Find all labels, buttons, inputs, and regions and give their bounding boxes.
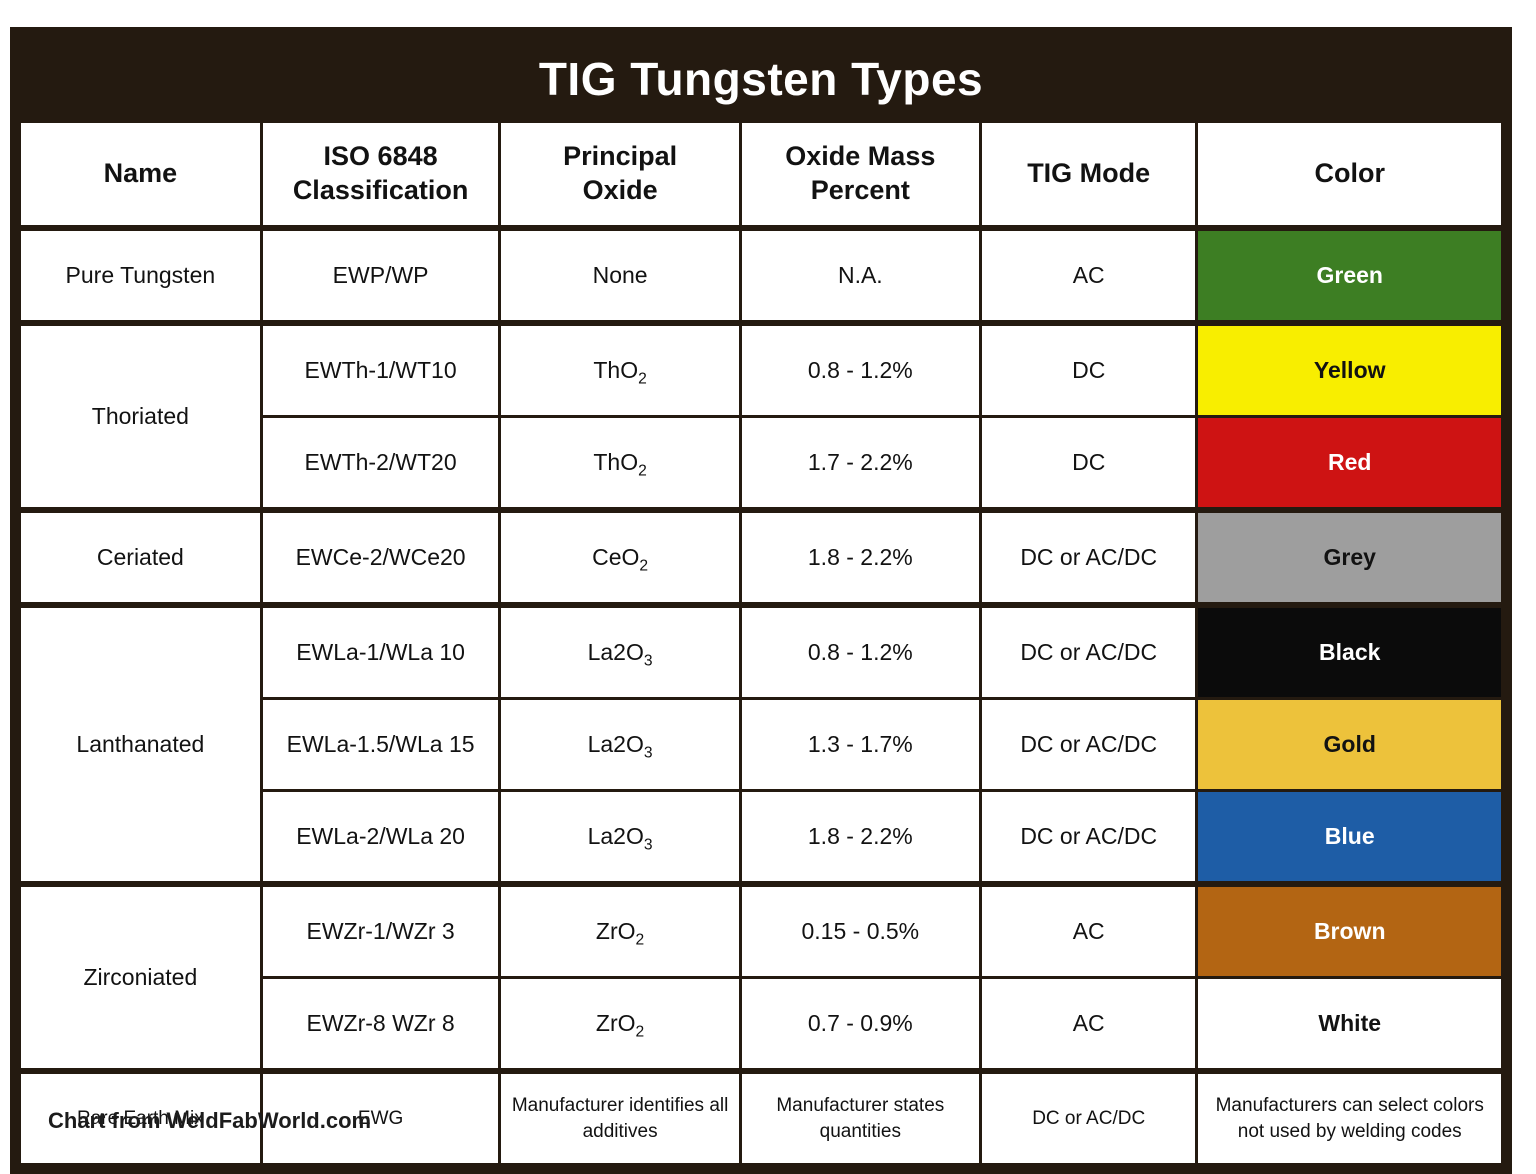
iso-classification-cell: EWTh-2/WT20: [259, 415, 502, 512]
column-header: Principal Oxide: [498, 123, 742, 231]
table-body: Pure Tungsten EWP/WP None N.A. AC Green Thoria…: [18, 225, 1504, 1166]
oxide-subscript: 2: [639, 557, 649, 575]
name-cell: Zirconiated: [18, 881, 263, 1073]
table-row: Lanthanated EWLa-1/WLa 10 La2O3 0.8 - 1.2% D…: [18, 602, 1504, 886]
principal-oxide-cell: CeO2: [498, 507, 742, 607]
principal-oxide-cell: ZrO2: [498, 881, 742, 979]
oxide-subscript: 3: [643, 836, 653, 854]
tig-mode-cell: AC: [978, 881, 1199, 979]
name-cell: Ceriated: [18, 507, 263, 607]
oxide-mass-percent-cell: 0.7 - 0.9%: [738, 976, 982, 1073]
tig-mode-cell: DC or AC/DC: [978, 697, 1199, 792]
iso-classification-cell: EWTh-1/WT10: [259, 320, 502, 418]
tig-mode-cell: DC or AC/DC: [978, 1068, 1199, 1166]
oxide-mass-percent-cell: 1.8 - 2.2%: [738, 789, 982, 886]
iso-classification-cell: EWLa-1.5/WLa 15: [259, 697, 502, 792]
tungsten-types-grid: Name ISO 6848 Classification Principal Oxi…: [18, 123, 1504, 1166]
oxide-subscript: 2: [635, 931, 645, 949]
tig-mode-cell: AC: [978, 225, 1199, 325]
principal-oxide-cell: Manufacturer identifies all additives: [498, 1068, 742, 1166]
color-swatch-cell: Gold: [1195, 697, 1504, 792]
oxide-mass-percent-cell: 0.8 - 1.2%: [738, 320, 982, 418]
oxide-mass-percent-cell: 1.7 - 2.2%: [738, 415, 982, 512]
principal-oxide-cell: La2O3: [498, 789, 742, 886]
table-row: EWLa-1.5/WLa 15 La2O3 1.3 - 1.7% DC or AC/D…: [20, 697, 1504, 792]
tig-mode-cell: DC: [978, 415, 1199, 512]
principal-oxide-cell: La2O3: [498, 602, 742, 700]
oxide-mass-percent-cell: Manufacturer states quantities: [738, 1068, 982, 1166]
tig-mode-cell: AC: [978, 976, 1199, 1073]
principal-oxide-cell: None: [498, 225, 742, 325]
column-header: Oxide Mass Percent: [738, 123, 982, 231]
table-row: EWLa-2/WLa 20 La2O3 1.8 - 2.2% DC or AC/DC B…: [20, 789, 1504, 886]
color-swatch-cell: Black: [1195, 602, 1504, 700]
table-row: Pure Tungsten EWP/WP None N.A. AC Green: [18, 225, 1504, 325]
column-header: ISO 6848 Classification: [259, 123, 502, 231]
color-swatch-cell: Brown: [1195, 881, 1504, 979]
color-swatch-cell: Green: [1195, 225, 1504, 325]
table-row: EWZr-8 WZr 8 ZrO2 0.7 - 0.9% AC White: [20, 976, 1504, 1073]
principal-oxide-cell: ThO2: [498, 320, 742, 418]
name-cell: Pure Tungsten: [18, 225, 263, 325]
oxide-subscript: 2: [635, 1023, 645, 1041]
iso-classification-cell: EWG: [259, 1068, 502, 1166]
column-header: TIG Mode: [978, 123, 1199, 231]
iso-classification-cell: EWZr-8 WZr 8: [259, 976, 502, 1073]
color-swatch-cell: Red: [1195, 415, 1504, 512]
tig-mode-cell: DC or AC/DC: [978, 507, 1199, 607]
tig-mode-cell: DC: [978, 320, 1199, 418]
table-row: EWTh-2/WT20 ThO2 1.7 - 2.2% DC Red: [20, 415, 1504, 512]
name-cell: Thoriated: [18, 320, 263, 512]
oxide-mass-percent-cell: 0.8 - 1.2%: [738, 602, 982, 700]
color-swatch-cell: Manufacturers can select colors not used…: [1195, 1068, 1504, 1166]
color-swatch-cell: Blue: [1195, 789, 1504, 886]
principal-oxide-cell: ThO2: [498, 415, 742, 512]
iso-classification-cell: EWZr-1/WZr 3: [259, 881, 502, 979]
principal-oxide-cell: La2O3: [498, 697, 742, 792]
iso-classification-cell: EWLa-1/WLa 10: [259, 602, 502, 700]
tig-mode-cell: DC or AC/DC: [978, 602, 1199, 700]
color-swatch-cell: Yellow: [1195, 320, 1504, 418]
oxide-subscript: 2: [638, 370, 647, 388]
iso-classification-cell: EWCe-2/WCe20: [259, 507, 502, 607]
table-row: Rare Earth Mix EWG Manufacturer identifies…: [18, 1068, 1504, 1166]
column-header: Name: [18, 123, 263, 231]
page-title: TIG Tungsten Types: [18, 35, 1504, 123]
table-row: Ceriated EWCe-2/WCe20 CeO2 1.8 - 2.2% DC or …: [18, 507, 1504, 607]
table-row: Thoriated EWTh-1/WT10 ThO2 0.8 - 1.2% DC Yell…: [18, 320, 1504, 512]
tig-tungsten-table: TIG Tungsten Types Name ISO 6848 Classifi…: [10, 27, 1512, 1174]
column-header: Color: [1195, 123, 1504, 231]
principal-oxide-cell: ZrO2: [498, 976, 742, 1073]
oxide-mass-percent-cell: 1.3 - 1.7%: [738, 697, 982, 792]
table-row: Zirconiated EWZr-1/WZr 3 ZrO2 0.15 - 0.5% AC…: [18, 881, 1504, 1073]
color-swatch-cell: White: [1195, 976, 1504, 1073]
header-row: Name ISO 6848 Classification Principal Oxi…: [18, 123, 1504, 231]
oxide-mass-percent-cell: 1.8 - 2.2%: [738, 507, 982, 607]
color-swatch-cell: Grey: [1195, 507, 1504, 607]
oxide-mass-percent-cell: 0.15 - 0.5%: [738, 881, 982, 979]
tig-mode-cell: DC or AC/DC: [978, 789, 1199, 886]
oxide-subscript: 3: [643, 652, 653, 670]
oxide-subscript: 3: [643, 744, 653, 762]
oxide-mass-percent-cell: N.A.: [738, 225, 982, 325]
source-credit: Chart from WeldFabWorld.com: [48, 1108, 372, 1133]
iso-classification-cell: EWP/WP: [259, 225, 502, 325]
iso-classification-cell: EWLa-2/WLa 20: [259, 789, 502, 886]
oxide-subscript: 2: [638, 462, 647, 480]
name-cell: Lanthanated: [18, 602, 263, 886]
